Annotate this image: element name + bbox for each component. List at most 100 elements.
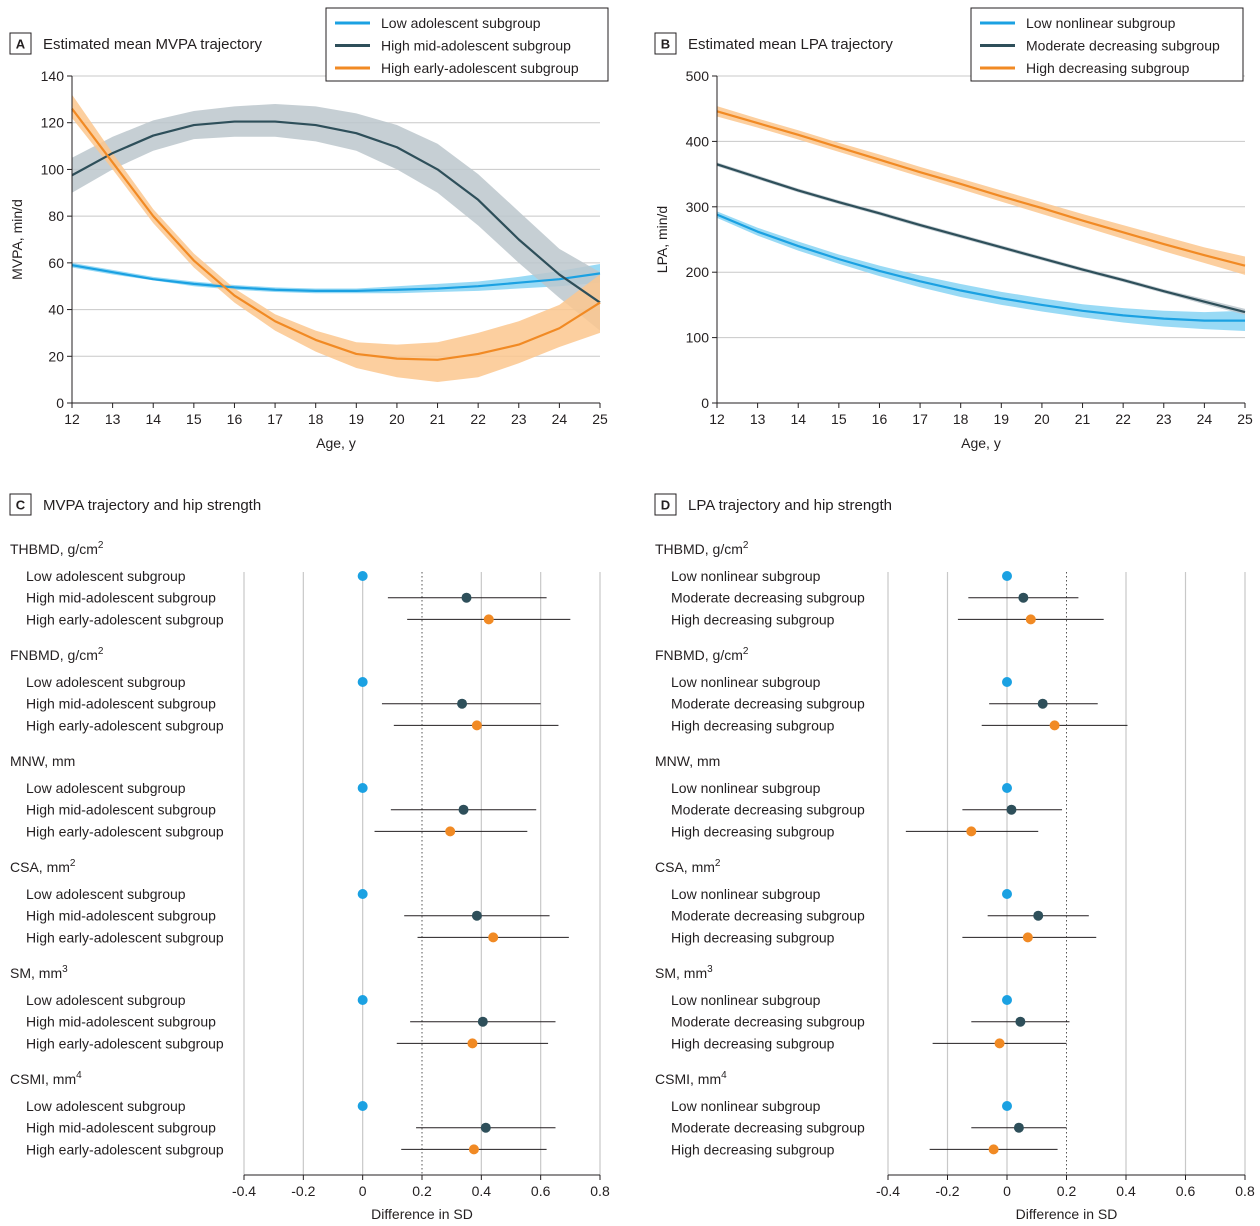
panel-c-x-tick-label: -0.2: [291, 1183, 315, 1199]
panel-d-row-label: High decreasing subgroup: [671, 611, 835, 627]
panel-b-panel-badge: [654, 32, 677, 55]
panel-c-group-header-1: FNBMD, g/cm2: [10, 646, 104, 663]
panel-b-y-tick-label: 400: [686, 133, 710, 149]
panel-b-series-line-2: [716, 110, 1246, 267]
panel-d-row-label: Moderate decreasing subgroup: [671, 908, 865, 924]
panel-c-row-label: High early-adolescent subgroup: [26, 717, 224, 733]
panel-a-x-tick-label: 25: [592, 411, 608, 427]
panel-d-row-label: High decreasing subgroup: [671, 1141, 835, 1157]
panel-c-estimate-point: [357, 677, 368, 687]
panel-d-x-axis-label: Difference in SD: [1016, 1206, 1118, 1222]
panel-a-x-tick-label: 15: [186, 411, 202, 427]
panel-d-x-tick-label: 0.6: [1176, 1183, 1196, 1199]
panel-d-estimate-point: [1037, 698, 1048, 709]
panel-d-row-label: Moderate decreasing subgroup: [671, 1120, 865, 1136]
panel-a-legend-box: [325, 7, 609, 82]
panel-b-x-tick-label: 22: [1115, 411, 1131, 427]
panel-a-y-tick-label: 40: [48, 302, 64, 318]
panel-a-series-line-2: [71, 108, 601, 361]
panel-c-row-label: High early-adolescent subgroup: [26, 1141, 224, 1157]
panel-b-y-axis-label: LPA, min/d: [654, 206, 670, 273]
panel-b-legend: Low nonlinear subgroup Moderate decreasin…: [970, 7, 1244, 82]
panel-c-estimate-point: [477, 1016, 488, 1027]
panel-a-x-tick-label: 17: [267, 411, 283, 427]
panel-d-estimate-point: [1033, 910, 1044, 921]
panel-c-row-label: Low adolescent subgroup: [26, 674, 186, 690]
panel-b-x-tick-label: 21: [1075, 411, 1091, 427]
panel-a-panel-title: Estimated mean MVPA trajectory: [43, 36, 262, 53]
panel-a-series-line-1: [71, 120, 601, 304]
panel-b-x-tick-label: 20: [1034, 411, 1050, 427]
panel-d-row-label: Low nonlinear subgroup: [671, 568, 821, 584]
panel-a-y-axis-label: MVPA, min/d: [9, 199, 25, 280]
panel-c-estimate-point: [357, 1101, 368, 1111]
group-header-text: CSMI, mm: [10, 1071, 76, 1087]
panel-c-group-header-5: CSMI, mm4: [10, 1070, 82, 1087]
panel-b-x-tick-label: 15: [831, 411, 847, 427]
panel-d-estimate-point: [1002, 783, 1012, 793]
panel-c-row-label: Low adolescent subgroup: [26, 568, 186, 584]
group-header-text: FNBMD, g/cm: [10, 647, 98, 663]
group-header-text: MNW, mm: [655, 753, 720, 769]
panel-a-y-tick-label: 60: [48, 255, 64, 271]
panel-b-x-tick-label: 13: [750, 411, 766, 427]
panel-c-group-header-3: CSA, mm2: [10, 858, 76, 875]
panel-c-group-header-4: SM, mm3: [10, 964, 68, 981]
panel-b-panel-letter: B: [661, 37, 670, 52]
panel-d-estimate-point: [1025, 614, 1036, 625]
panel-d-estimate-point: [988, 1144, 999, 1155]
group-header-superscript: 3: [62, 964, 68, 975]
group-header-text: CSMI, mm: [655, 1071, 721, 1087]
group-header-superscript: 4: [721, 1070, 727, 1081]
panel-c-group-header-2: MNW, mm: [10, 753, 75, 769]
panel-a-x-tick-label: 18: [308, 411, 324, 427]
panel-d-estimate-point: [1022, 932, 1033, 943]
group-header-text: MNW, mm: [10, 753, 75, 769]
panel-b-x-tick-label: 17: [912, 411, 928, 427]
panel-a-x-tick-label: 19: [349, 411, 365, 427]
group-header-superscript: 2: [98, 646, 104, 657]
panel-c-estimate-point: [357, 889, 368, 899]
panel-d-chart: THBMD, g/cm2 Low nonlinear subgroup Modera…: [655, 540, 1255, 1222]
panel-b-chart: 0 100 200 300 400 500 12 13 14 15 16 17 18 19 20 21 22 23…: [654, 68, 1253, 451]
panel-b-y-tick-label: 100: [686, 330, 710, 346]
panel-c-estimate-point: [461, 592, 472, 603]
panel-b-series-line-1: [716, 163, 1246, 314]
group-header-superscript: 2: [70, 858, 76, 869]
panel-d-estimate-point: [1002, 1101, 1012, 1111]
panel-d-x-tick-label: 0.8: [1235, 1183, 1255, 1199]
panel-c-estimate-point: [458, 804, 469, 815]
panel-d-group-header-5: CSMI, mm4: [655, 1070, 727, 1087]
panel-b-y-tick-label: 0: [701, 395, 709, 411]
group-header-superscript: 4: [76, 1070, 82, 1081]
panel-d-estimate-point: [1049, 720, 1060, 731]
panel-d-group-header-1: FNBMD, g/cm2: [655, 646, 749, 663]
group-header-superscript: 2: [743, 646, 749, 657]
panel-c-estimate-point: [471, 720, 482, 731]
panel-d-panel-badge: [654, 493, 677, 516]
panel-c-row-label: High mid-adolescent subgroup: [26, 590, 216, 606]
panel-b-legend-label-2: High decreasing subgroup: [1026, 60, 1190, 76]
panel-c-row-label: High mid-adolescent subgroup: [26, 1120, 216, 1136]
panel-d-row-label: High decreasing subgroup: [671, 717, 835, 733]
panel-c-x-tick-label: 0.6: [531, 1183, 551, 1199]
panel-c-x-tick-label: -0.4: [232, 1183, 256, 1199]
panel-b-y-tick-label: 300: [686, 199, 710, 215]
panel-a-x-tick-label: 23: [511, 411, 527, 427]
panel-b-y-tick-label: 500: [686, 68, 710, 84]
group-header-text: SM, mm: [655, 965, 707, 981]
panel-d-group-header-0: THBMD, g/cm2: [655, 540, 749, 557]
panel-a-y-tick-label: 120: [41, 115, 65, 131]
panel-d-row-label: Low nonlinear subgroup: [671, 992, 821, 1008]
panel-d-estimate-point: [1002, 995, 1012, 1005]
panel-b-ci-band-0: [717, 211, 1245, 332]
panel-d-row-label: High decreasing subgroup: [671, 823, 835, 839]
panel-b-legend-label-0: Low nonlinear subgroup: [1026, 15, 1176, 31]
panel-a-x-tick-label: 24: [552, 411, 568, 427]
panel-a-x-tick-label: 13: [105, 411, 121, 427]
panel-b-x-tick-label: 16: [872, 411, 888, 427]
panel-c-row-label: Low adolescent subgroup: [26, 992, 186, 1008]
panel-c-x-tick-label: 0.8: [590, 1183, 610, 1199]
panel-a-ci-band-1: [72, 104, 600, 331]
